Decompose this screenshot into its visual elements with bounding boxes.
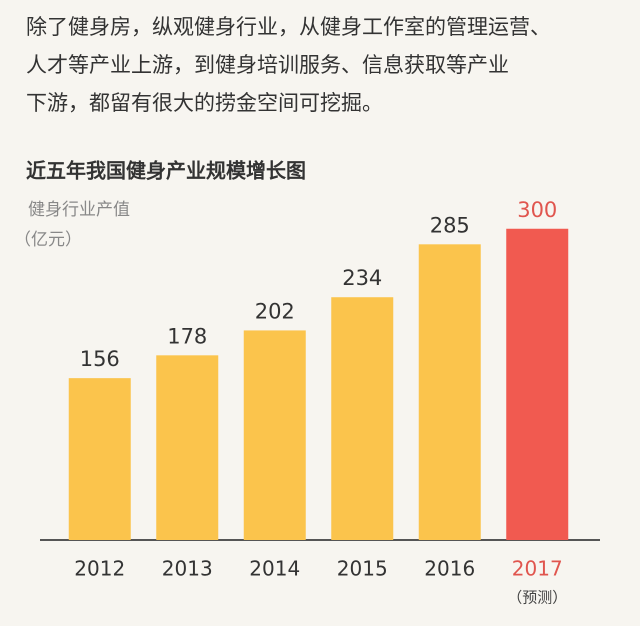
x-tick-label: 2012 [74, 557, 125, 581]
value-label: 285 [430, 213, 470, 237]
value-label: 178 [167, 324, 207, 348]
bar [243, 330, 306, 540]
value-label: 202 [255, 299, 295, 323]
chart-title: 近五年我国健身产业规模增长图 [26, 159, 306, 183]
y-axis-label: 健身行业产值 [28, 200, 130, 220]
bar [506, 228, 569, 540]
bar [156, 355, 219, 540]
value-label: 156 [80, 347, 120, 371]
value-label: 234 [342, 266, 382, 290]
y-axis-label: （亿元） [14, 230, 82, 250]
annotation: （预测） [507, 589, 567, 607]
intro-line: 除了健身房，纵观健身行业，从健身工作室的管理运营、 [26, 15, 551, 39]
x-tick-label: 2016 [424, 557, 475, 581]
x-tick-label: 2015 [337, 557, 388, 581]
bar [418, 244, 481, 540]
x-tick-label: 2013 [162, 557, 213, 581]
x-tick-label: 2014 [249, 557, 300, 581]
value-label: 300 [517, 198, 557, 222]
bar [331, 297, 394, 540]
bar [68, 378, 131, 540]
intro-line: 下游，都留有很大的捞金空间可挖掘。 [26, 91, 383, 115]
x-tick-label: 2017 [512, 557, 563, 581]
intro-line: 人才等产业上游，到健身培训服务、信息获取等产业 [26, 53, 509, 77]
